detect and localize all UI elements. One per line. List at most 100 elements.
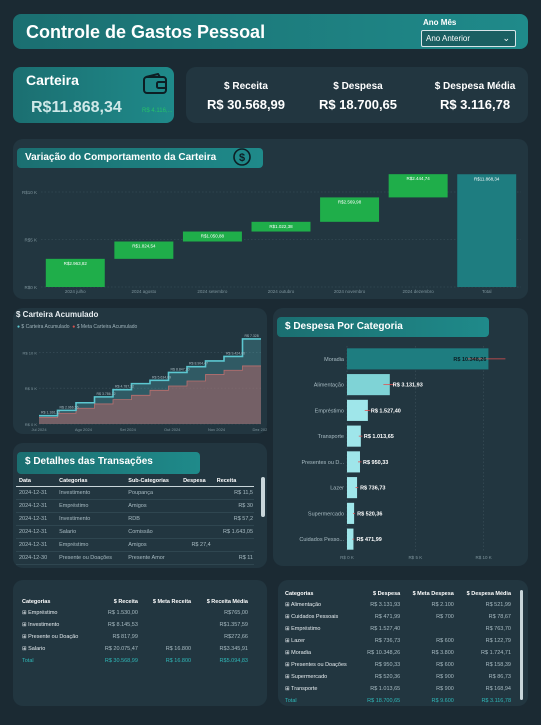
tabela_receita-cell: ⊞ Salario	[22, 646, 46, 652]
waterfall-bar	[114, 241, 174, 259]
tabela_despesa-col-header[interactable]: Categorias	[285, 591, 314, 597]
despesa-bar	[347, 502, 355, 524]
detalhes-cell: Presente Amor	[128, 555, 165, 561]
waterfall-x-tick: Total	[482, 289, 492, 294]
detalhes-cell: Investimento	[59, 490, 91, 496]
tabela_receita-col-header[interactable]: $ Receita Média	[206, 599, 248, 605]
detalhes-col-header[interactable]: Receita	[216, 478, 237, 484]
detalhes-cell: Poupança	[128, 490, 154, 496]
tabela_despesa-cell: R$ 3.800	[431, 650, 454, 656]
waterfall-bar	[457, 174, 517, 287]
tabela_receita-cell: R$765,00	[224, 610, 248, 616]
acumulado-point-label: R$ 7.328	[245, 334, 259, 338]
table-row[interactable]: 2024-12-31 Salario Comissão R$ 1.643,05	[16, 526, 254, 539]
tabela_despesa-cell: ⊞ Presentes ou Doações	[285, 662, 347, 668]
detalhes-cell	[180, 552, 214, 565]
tabela_despesa-cell: R$ 1.013,65	[370, 686, 401, 692]
despesa-x-tick: R$ 10 K	[476, 555, 492, 560]
legend-meta: $ Meta Carteira Acumulado	[76, 324, 138, 330]
tabela_despesa-col-header[interactable]: $ Despesa Média	[466, 591, 511, 597]
despesa-data-label: R$ 1.527,40	[371, 408, 401, 414]
table-row[interactable]: 2024-12-31 Investimento Poupança R$ 11,5	[16, 487, 254, 500]
kpi-despesa-media-label: $ Despesa Média	[434, 81, 516, 92]
detalhes-col-header[interactable]: Despesa	[183, 478, 206, 484]
detalhes-cell: R$ 27,4	[191, 542, 211, 548]
tabela_despesa-col-header[interactable]: $ Despesa	[372, 591, 401, 597]
table-row[interactable]: ⊞ Transporte R$ 1.013,65 R$ 900 R$ 168,94	[282, 683, 514, 695]
table-row[interactable]: ⊞ Empréstimo R$ 1.530,00 R$765,00	[19, 607, 251, 619]
detalhes-cell: 2024-12-30	[19, 555, 48, 561]
table-row[interactable]: ⊞ Moradia R$ 10.348,26 R$ 3.800 R$ 1.724,71	[282, 647, 514, 659]
table-row[interactable]: ⊞ Empréstimo R$ 1.527,40 R$ 763,70	[282, 623, 514, 635]
waterfall-y-tick: R$10 K	[22, 190, 37, 195]
tabela_despesa-cell: R$ 86,73	[488, 674, 511, 680]
chevron-down-icon: ⌄	[502, 33, 510, 43]
detalhes-col-header[interactable]: Sub-Categorias	[128, 478, 169, 484]
acumulado-point-label: R$ 9.424,00	[226, 351, 245, 355]
tabela_despesa-cell: R$ 1.724,71	[481, 650, 511, 656]
table-row[interactable]: ⊞ Alimentação R$ 3.131,93 R$ 2.100 R$ 521,9…	[282, 599, 514, 611]
acumulado-x-tick: Dez 2024	[252, 427, 267, 432]
tabela_despesa-cell: R$ 2.100	[431, 602, 454, 608]
detalhes-cell	[180, 513, 214, 526]
waterfall-bar	[45, 258, 105, 287]
acumulado-legend: ● $ Carteira Acumulado ● $ Meta Carteira…	[17, 324, 138, 330]
tabela_receita-total-cell: R$ 16.800	[165, 658, 192, 664]
tabela_despesa-cell: R$ 471,99	[374, 614, 401, 620]
table-row[interactable]: ⊞ Lazer R$ 736,73 R$ 600 R$ 122,79	[282, 635, 514, 647]
kpi-despesa-label: $ Despesa	[333, 81, 383, 92]
ano-mes-dropdown[interactable]: Ano Anterior ⌄	[421, 30, 516, 47]
detalhes-scrollbar[interactable]	[261, 477, 265, 517]
table-row[interactable]: ⊞ Presentes ou Doações R$ 950,33 R$ 600 R$ …	[282, 659, 514, 671]
carteira-sub: R$ 4.116,...	[142, 108, 173, 114]
table-row[interactable]: ⊞ Investimento R$ 8.145,53 R$1.357,59	[19, 619, 251, 631]
tabela_receita-cell: R$272,66	[224, 634, 248, 640]
acumulado-panel: $ Carteira Acumulado ● $ Carteira Acumul…	[13, 308, 267, 434]
carteira-line	[39, 338, 261, 417]
table-row[interactable]: 2024-12-30 Presente ou Doações Presente Am…	[16, 552, 254, 565]
tabela_receita-col-header[interactable]: $ Receita	[113, 599, 138, 605]
waterfall-data-label: R$11.868,34	[474, 176, 500, 181]
acumulado-point-label: R$ 1.166,17	[41, 411, 60, 415]
table-row[interactable]: ⊞ Salario R$ 20.075,47 R$ 16.800 R$3.345,91	[19, 643, 251, 655]
table-row[interactable]: 2024-12-31 Empréstimo Amigos R$ 27,4	[16, 539, 254, 552]
detalhes-cell: 2024-12-31	[19, 529, 48, 535]
tabela_despesa-cell: ⊞ Lazer	[285, 638, 305, 644]
tabela_despesa-cell: R$ 950,33	[374, 662, 401, 668]
tabela_despesa-cell: R$ 78,67	[488, 614, 511, 620]
table-row[interactable]: 2024-12-31 Investimento RDB R$ 57,2	[16, 513, 254, 526]
detalhes-cell: 2024-12-31	[19, 503, 48, 509]
tabela_despesa-col-header[interactable]: $ Meta Despesa	[412, 591, 454, 597]
despesa-categoria-panel: $ Despesa Por Categoria R$ 0 K R$ 5 K R$ 1…	[273, 308, 528, 566]
detalhes-cell: R$ 30	[238, 503, 253, 509]
tabela_despesa-cell: ⊞ Moradia	[285, 650, 312, 656]
detalhes-col-header[interactable]: Data	[19, 478, 31, 484]
despesa-categoria-chart: R$ 0 K R$ 5 K R$ 10 K Moradia R$ 10.348,26 Al…	[299, 346, 506, 560]
tabela_receita-col-header[interactable]: $ Meta Receita	[152, 599, 192, 605]
tabela_receita-col-header[interactable]: Categorias	[22, 599, 51, 605]
detalhes-cell	[180, 500, 214, 513]
kpi-despesa-media-value: R$ 3.116,78	[439, 97, 511, 112]
despesa-table-scrollbar[interactable]	[520, 590, 523, 700]
despesa-data-label: R$ 10.348,26	[453, 357, 486, 363]
acumulado-y-tick: R$ 10 K	[23, 350, 38, 355]
kpi-receita-value: R$ 30.568,99	[206, 97, 286, 112]
despesa-category-label: Cuidados Pesso...	[299, 537, 344, 543]
tabela_receita-cell: R$ 16.800	[165, 646, 192, 652]
tabela_receita-cell: ⊞ Empréstimo	[22, 610, 58, 616]
waterfall-panel: Variação do Comportamento da Carteira $ …	[13, 139, 528, 299]
tabela_despesa-cell: R$ 10.348,26	[367, 650, 401, 656]
detalhes-col-header[interactable]: Categorias	[59, 478, 88, 484]
despesa-bar	[347, 477, 358, 499]
ano-mes-value: Ano Anterior	[426, 34, 471, 43]
table-row[interactable]: ⊞ Supermercado R$ 520,36 R$ 900 R$ 86,73	[282, 671, 514, 683]
table-row[interactable]: ⊞ Cuidados Pessoais R$ 471,99 R$ 700 R$ 78,…	[282, 611, 514, 623]
waterfall-bar	[388, 174, 448, 198]
waterfall-bar	[251, 221, 311, 232]
waterfall-data-label: R$1.824,54	[132, 244, 156, 249]
tabela_despesa-cell: ⊞ Supermercado	[285, 674, 328, 680]
tabela_receita-cell: R$ 1.530,00	[107, 610, 138, 616]
table-row[interactable]: 2024-12-31 Empréstimo Amigos R$ 30	[16, 500, 254, 513]
table-row[interactable]: ⊞ Presente ou Doação R$ 817,99 R$272,66	[19, 631, 251, 643]
tabela_despesa-total-cell: R$ 3.116,78	[481, 698, 511, 704]
